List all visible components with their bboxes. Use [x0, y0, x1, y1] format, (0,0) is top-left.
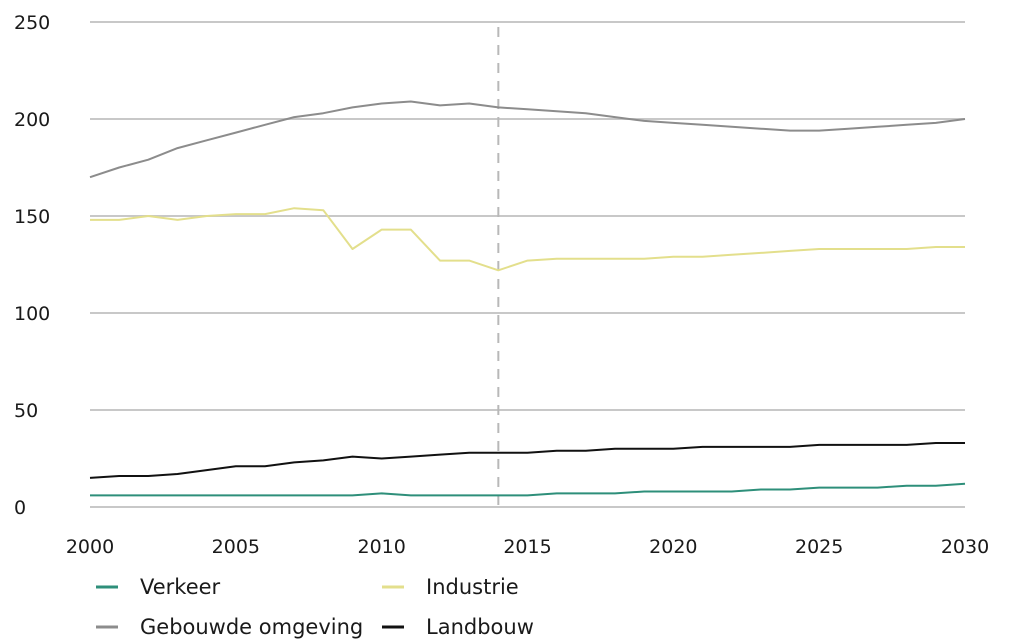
- y-tick-label: 200: [14, 109, 50, 131]
- y-tick-label: 250: [14, 12, 50, 34]
- y-axis-ticks: 0 50 100 150 200 250: [14, 12, 50, 519]
- x-tick-label: 2020: [649, 536, 697, 558]
- series-line-0: [89, 100, 966, 179]
- y-tick-label: 0: [14, 497, 26, 519]
- x-tick-label: 2025: [795, 536, 843, 558]
- legend-label: Verkeer: [140, 575, 221, 599]
- series-lines: [89, 100, 966, 497]
- x-tick-label: 2030: [941, 536, 989, 558]
- y-tick-label: 150: [14, 206, 50, 228]
- gridlines: [90, 21, 965, 508]
- legend-label: Gebouwde omgeving: [140, 615, 363, 639]
- legend-label: Industrie: [426, 575, 519, 599]
- x-tick-label: 2015: [503, 536, 551, 558]
- x-axis-ticks: 2000 2005 2010 2015 2020 2025 2030: [66, 536, 989, 558]
- legend: Verkeer Industrie Gebouwde omgeving Landbou…: [96, 575, 534, 639]
- series-line-3: [90, 482, 966, 497]
- x-tick-label: 2000: [66, 536, 114, 558]
- y-tick-label: 50: [14, 400, 38, 422]
- y-tick-label: 100: [14, 303, 50, 325]
- series-line-2: [89, 442, 965, 479]
- legend-label: Landbouw: [426, 615, 534, 639]
- series-line-1: [90, 207, 965, 272]
- x-tick-label: 2010: [357, 536, 405, 558]
- x-tick-label: 2005: [212, 536, 260, 558]
